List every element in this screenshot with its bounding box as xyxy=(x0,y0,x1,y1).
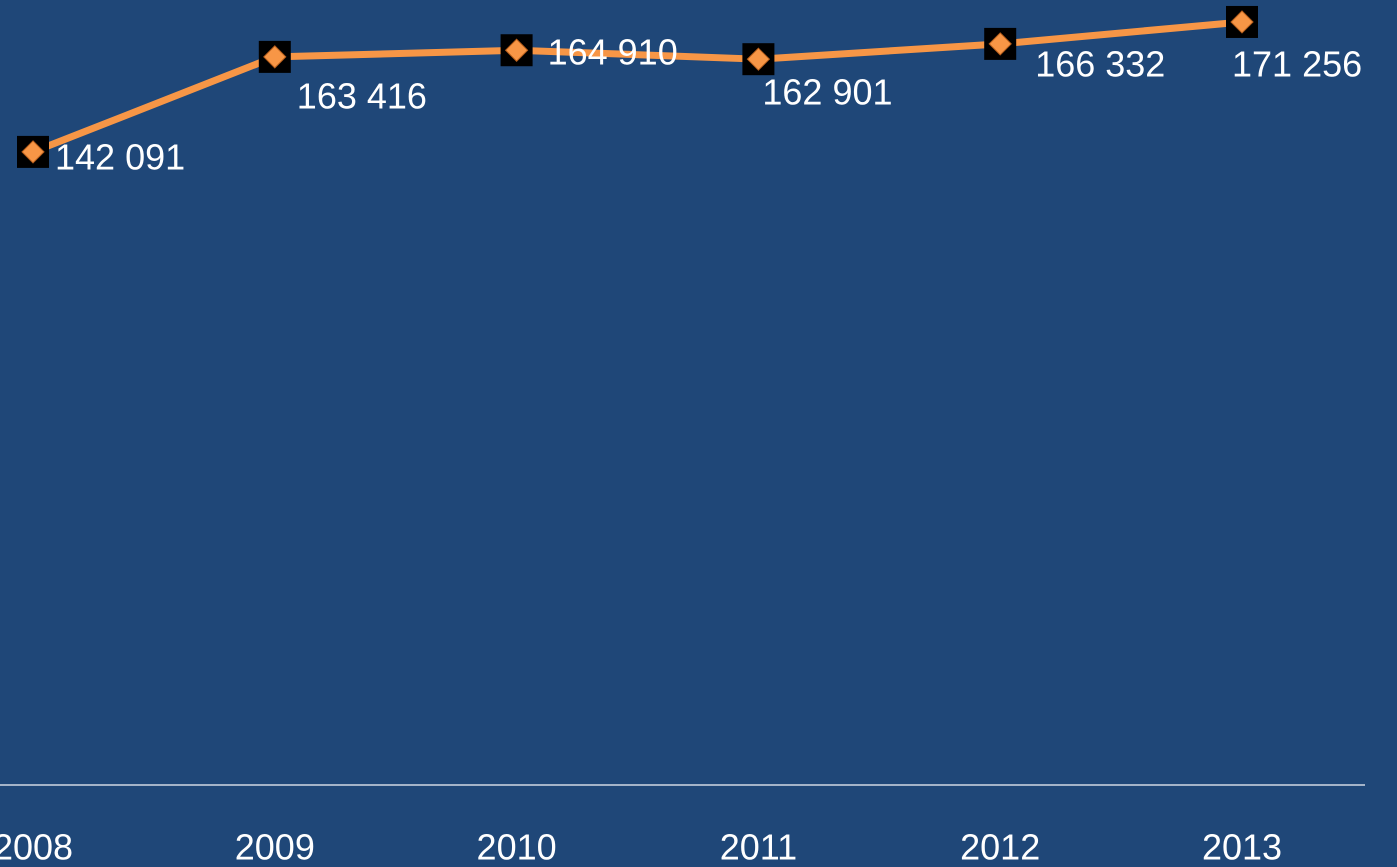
data-label: 164 910 xyxy=(548,32,678,73)
marker xyxy=(746,47,771,71)
marker xyxy=(504,38,529,62)
series-line xyxy=(31,18,1243,156)
marker xyxy=(263,45,287,69)
marker xyxy=(988,32,1012,56)
x-tick-label: 2008 xyxy=(0,827,73,867)
data-label: 166 332 xyxy=(1035,43,1165,84)
x-tick-label: 2009 xyxy=(235,827,315,867)
data-label: 162 901 xyxy=(762,72,892,113)
x-tick-label: 2013 xyxy=(1202,827,1282,867)
data-label: 171 256 xyxy=(1232,43,1362,84)
data-label: 163 416 xyxy=(297,75,427,116)
x-tick-label: 2012 xyxy=(960,827,1040,867)
x-tick-label: 2011 xyxy=(720,827,797,867)
x-tick-label: 2010 xyxy=(477,827,557,867)
data-label: 142 091 xyxy=(55,136,185,177)
marker xyxy=(21,140,45,164)
marker xyxy=(1230,10,1254,34)
